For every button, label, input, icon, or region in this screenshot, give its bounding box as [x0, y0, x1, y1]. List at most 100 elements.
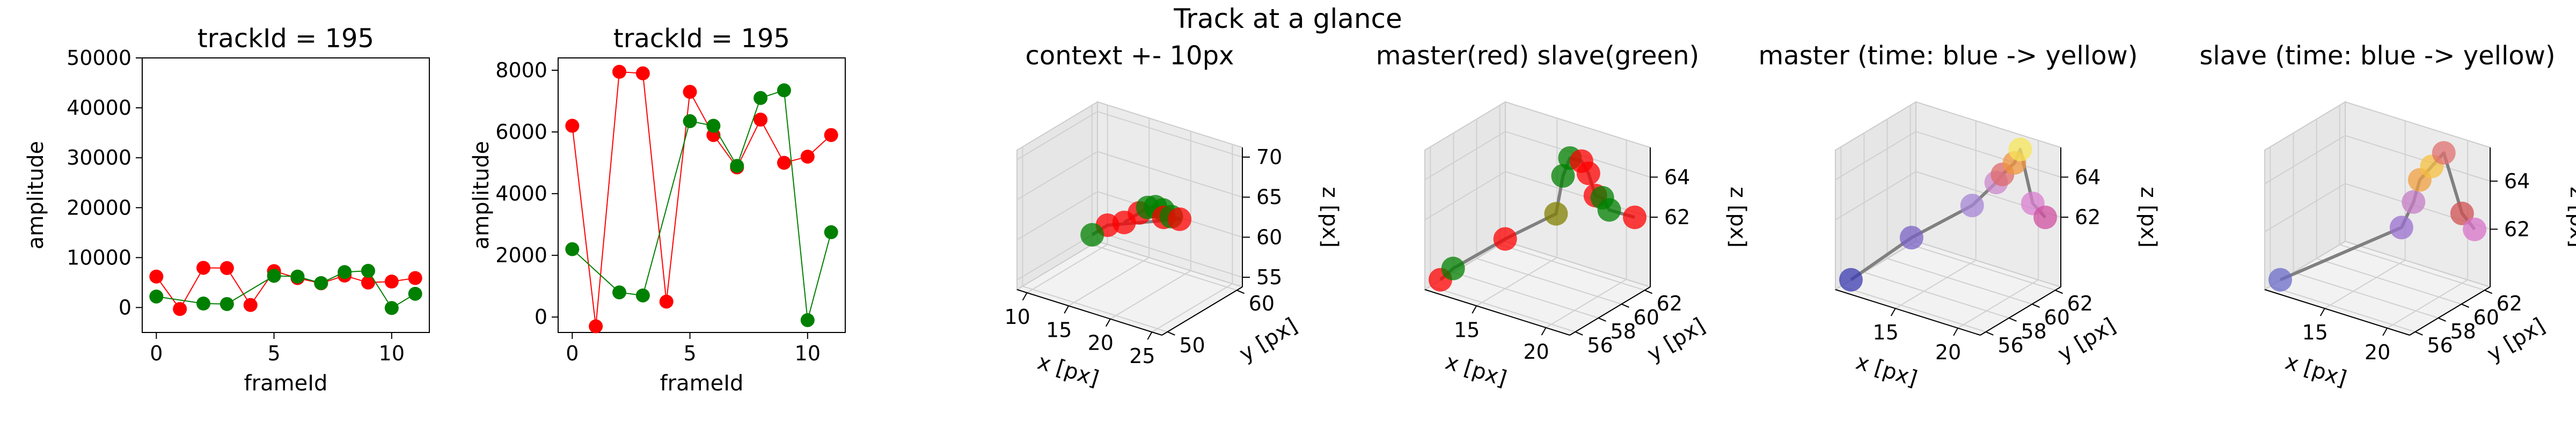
x-tick-mark	[1472, 305, 1477, 314]
data-point	[2432, 141, 2456, 165]
x-tick-mark	[1064, 305, 1070, 314]
data-point	[267, 269, 281, 283]
data-point	[243, 298, 258, 312]
y-tick-label: 56	[2427, 334, 2453, 357]
y-tick-label: 2000	[495, 243, 547, 267]
z-tick-label: 65	[1256, 186, 1282, 209]
grid-line	[1957, 140, 2039, 329]
x-tick-label: 15	[1454, 318, 1480, 342]
data-point	[1441, 256, 1465, 280]
plot-frame	[142, 57, 430, 333]
chart-title: context +- 10px	[1026, 41, 1234, 71]
x-tick-label: 10	[795, 342, 821, 365]
y-axis-line	[1161, 286, 1243, 336]
z-tick-label: 62	[2504, 217, 2530, 241]
z-tick-label: 62	[1664, 205, 1690, 229]
data-point	[361, 264, 375, 278]
data-point	[361, 275, 375, 290]
y-axis-line	[1980, 286, 2061, 336]
data-point	[683, 114, 697, 128]
grid-line	[1886, 119, 2032, 305]
x-tick-label: 20	[1935, 341, 1961, 364]
x-axis-label: x [px]	[1853, 350, 1920, 391]
y-tick-mark	[2438, 317, 2446, 322]
x-tick-label: 15	[2302, 321, 2328, 344]
grid-line	[1110, 131, 1191, 320]
data-point	[1551, 164, 1575, 188]
y-tick-label: 6000	[495, 120, 547, 144]
y-tick-label: 30000	[67, 146, 131, 169]
chart-title: slave (time: blue -> yellow)	[2199, 41, 2555, 71]
y-tick-label: 56	[1587, 334, 1613, 357]
y-tick-label: 62	[2067, 292, 2093, 315]
grid-line	[1151, 144, 1233, 332]
grid-line	[2270, 146, 2416, 332]
x-axis-label: frameId	[244, 371, 328, 396]
z-tick-label: 55	[1256, 265, 1282, 289]
data-point	[777, 83, 791, 98]
data-point	[612, 285, 627, 300]
y-tick-label: 58	[1610, 320, 1636, 343]
data-point	[589, 319, 603, 334]
data-point	[565, 119, 580, 133]
y-tick-mark	[2484, 290, 2493, 294]
y-tick-label: 60	[2044, 306, 2070, 329]
line-chart-2: 0 5 10 0 2000 4000 6000 8000 trackId = 195 frameI…	[469, 24, 846, 396]
data-point	[1899, 226, 1923, 250]
chart-title: master(red) slave(green)	[1376, 41, 1699, 71]
data-point	[824, 225, 838, 240]
data-point	[753, 113, 768, 127]
y-tick-label: 8000	[495, 58, 547, 82]
y-tick-mark	[2009, 317, 2017, 322]
x-tick-label: 5	[267, 342, 280, 365]
y-tick-mark	[2414, 331, 2423, 336]
y-tick-mark	[1575, 331, 1583, 336]
y-axis-label: y [px]	[1235, 313, 1301, 367]
grid-line	[2324, 121, 2406, 309]
y-tick-label: 62	[2497, 292, 2522, 315]
data-point	[290, 269, 305, 284]
x-axis-line	[2264, 289, 2410, 336]
data-point	[565, 242, 580, 256]
data-point	[1493, 227, 1517, 251]
data-point	[730, 159, 744, 173]
x-axis-line	[1835, 289, 1981, 336]
x-tick-label: 20	[1523, 340, 1549, 364]
data-point	[683, 85, 697, 99]
y-tick-label: 56	[1997, 334, 2023, 357]
y-tick-mark	[1598, 317, 1606, 322]
x-axis-label: x [px]	[1035, 350, 1102, 391]
grid-line	[1016, 151, 1243, 201]
data-point	[659, 294, 674, 309]
x-tick-mark	[1105, 319, 1111, 327]
z-axis-label: z [px]	[1318, 187, 1342, 248]
y-tick-label: 58	[2021, 320, 2046, 343]
x-axis-line	[1016, 289, 1162, 336]
series-line	[572, 71, 832, 327]
data-point	[1080, 223, 1104, 247]
grid-line	[2264, 183, 2491, 233]
x-tick-label: 15	[1873, 321, 1899, 344]
y-axis-label: amplitude	[469, 141, 494, 249]
grid-line	[1424, 131, 1651, 181]
y-tick-label: 50000	[67, 46, 131, 70]
grid-line	[1430, 146, 1576, 332]
data-point	[384, 275, 399, 289]
y-tick-label: 60	[1634, 306, 1659, 329]
x-axis-label: frameId	[660, 371, 744, 396]
data-point	[219, 261, 234, 275]
x-tick-mark	[2319, 308, 2325, 316]
data-point	[1839, 268, 1863, 292]
z-tick-label: 70	[1256, 145, 1282, 169]
x-tick-mark	[1953, 328, 1958, 336]
data-point	[777, 156, 791, 170]
y-tick-label: 40000	[67, 96, 131, 120]
data-point	[149, 289, 164, 304]
grid-line	[1016, 110, 1243, 160]
data-point	[384, 301, 399, 315]
x-tick-label: 0	[150, 342, 163, 365]
y-tick-mark	[2055, 290, 2063, 294]
